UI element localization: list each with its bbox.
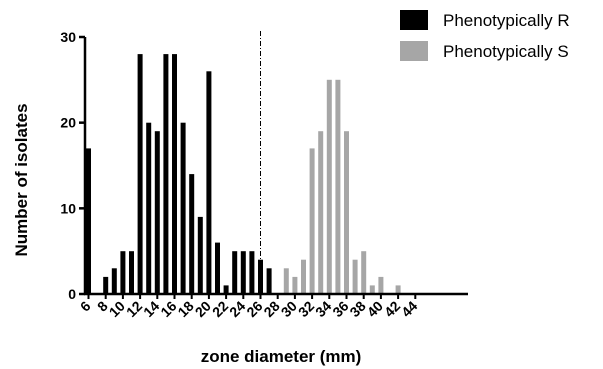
bar-r-6 <box>86 148 91 294</box>
legend-swatch-r <box>400 10 428 30</box>
bar-s-40 <box>378 276 384 294</box>
bar-r-21 <box>215 242 220 294</box>
x-axis-title: zone diameter (mm) <box>201 347 362 366</box>
bar-r-23 <box>232 251 238 294</box>
bar-s-42 <box>395 285 401 294</box>
x-tick-label-44: 44 <box>398 298 420 320</box>
bar-s-33 <box>318 131 324 294</box>
bar-s-30 <box>292 276 298 294</box>
bar-s-37 <box>352 259 358 294</box>
bar-r-20 <box>206 71 212 294</box>
bars-group <box>86 54 401 294</box>
legend: Phenotypically R Phenotypically S <box>400 10 570 61</box>
bar-r-18 <box>189 174 195 294</box>
bar-r-27 <box>266 268 272 294</box>
y-tick-label-30: 30 <box>60 29 76 45</box>
bar-s-38 <box>361 251 367 294</box>
bar-r-9 <box>111 268 117 294</box>
bar-r-19 <box>197 216 203 294</box>
bar-r-11 <box>129 251 134 294</box>
bar-r-17 <box>180 122 186 294</box>
bar-r-22 <box>223 285 229 294</box>
bar-s-35 <box>335 79 341 294</box>
bar-r-15 <box>163 54 169 294</box>
bar-s-31 <box>301 259 306 294</box>
bar-r-26 <box>258 259 263 294</box>
bar-s-29 <box>283 268 289 294</box>
bar-r-25 <box>249 251 255 294</box>
y-tick-label-10: 10 <box>60 200 76 216</box>
bar-s-39 <box>369 285 375 294</box>
legend-label-r: Phenotypically R <box>443 11 570 30</box>
bar-s-32 <box>309 148 315 294</box>
bar-r-8 <box>103 276 109 294</box>
bar-s-36 <box>344 131 349 294</box>
y-tick-label-20: 20 <box>60 115 76 131</box>
y-axis: 0 10 20 30 <box>60 29 87 302</box>
bar-r-24 <box>240 251 246 294</box>
legend-swatch-s <box>400 41 428 61</box>
bar-s-34 <box>326 79 332 294</box>
y-axis-title: Number of isolates <box>12 103 31 256</box>
bar-r-12 <box>137 54 143 294</box>
y-tick-label-0: 0 <box>68 286 76 302</box>
bar-r-10 <box>120 251 126 294</box>
bar-r-13 <box>146 122 152 294</box>
bar-r-16 <box>172 54 177 294</box>
x-tick-label-6: 6 <box>77 298 94 315</box>
legend-label-s: Phenotypically S <box>443 42 569 61</box>
bar-r-14 <box>154 131 160 294</box>
